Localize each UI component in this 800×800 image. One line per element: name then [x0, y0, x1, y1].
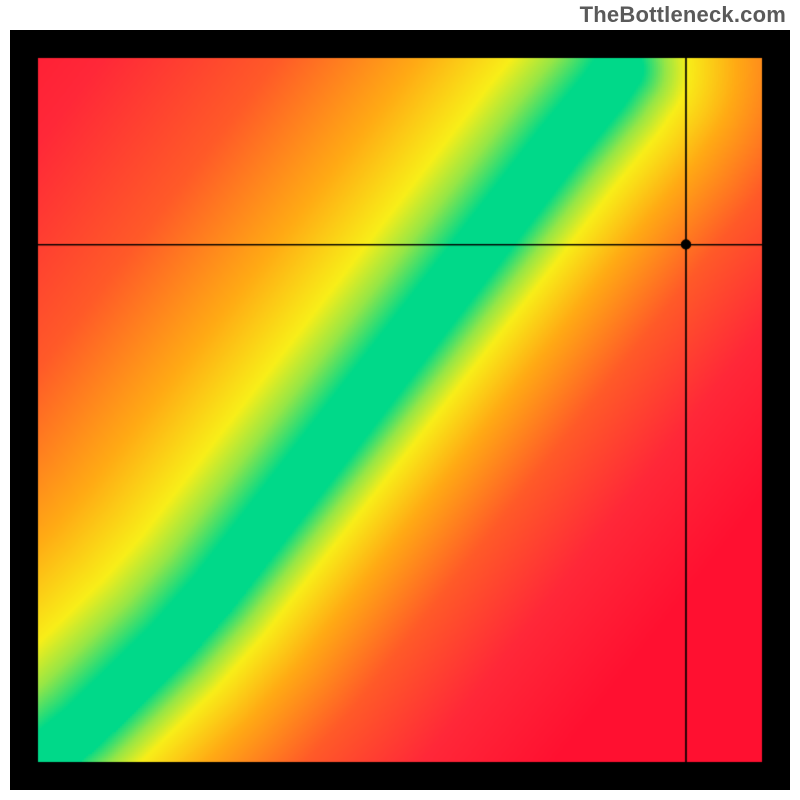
- chart-container: TheBottleneck.com: [0, 0, 800, 800]
- heatmap-canvas: [10, 30, 790, 790]
- heatmap-plot: [10, 30, 790, 790]
- watermark-text: TheBottleneck.com: [580, 2, 786, 28]
